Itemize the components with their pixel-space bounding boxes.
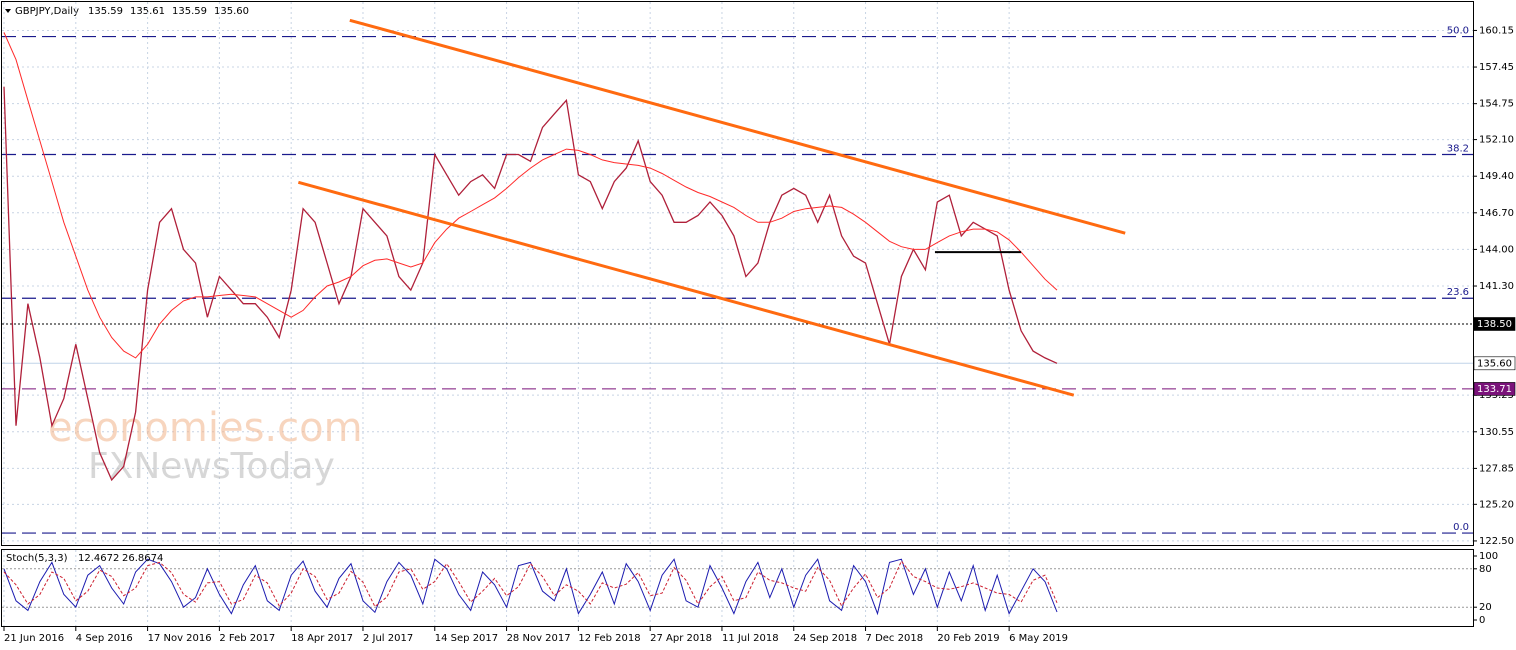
ohlc-value: 135.59: [172, 6, 207, 17]
x-tick-label: 11 Jul 2018: [722, 633, 779, 644]
y-tick-label: 127.85: [1479, 463, 1514, 474]
x-tick-label: 6 May 2019: [1009, 633, 1068, 644]
y-tick-label: 146.70: [1479, 208, 1514, 219]
y-tick-label: 152.10: [1479, 135, 1514, 146]
x-tick-label: 18 Apr 2017: [291, 633, 353, 644]
y-tick-label: 122.50: [1479, 536, 1514, 547]
ohlc-value: 135.59: [88, 6, 123, 17]
x-tick-label: 28 Nov 2017: [507, 633, 571, 644]
price-label: 135.60: [1477, 358, 1512, 369]
fib-label: 50.0: [1447, 26, 1469, 37]
x-tick-label: 2 Jul 2017: [363, 633, 413, 644]
x-tick-label: 12 Feb 2018: [578, 633, 640, 644]
ohlc-value: 135.61: [130, 6, 165, 17]
x-tick-label: 4 Sep 2016: [76, 633, 133, 644]
x-tick-label: 20 Feb 2019: [937, 633, 999, 644]
watermark: economies.com: [48, 405, 363, 451]
y-tick-label: 125.20: [1479, 499, 1514, 510]
price-label-box: [1473, 356, 1516, 371]
price-label: 138.50: [1477, 319, 1512, 330]
x-tick-label: 17 Nov 2016: [148, 633, 212, 644]
price-line: [3, 32, 1058, 359]
fib-label: 38.2: [1447, 144, 1469, 155]
price-line: [3, 86, 1058, 482]
menu-arrow: [5, 9, 11, 13]
indicator-value: 26.8674: [122, 553, 163, 564]
price-label: 133.71: [1477, 384, 1512, 395]
fib-label: 0.0: [1453, 522, 1469, 533]
indicator-panel-frame: [1, 549, 1474, 627]
y-tick-label: 20: [1479, 602, 1492, 613]
indicator-value: 12.4672: [78, 553, 119, 564]
y-tick-label: 100: [1479, 551, 1498, 562]
y-tick-label: 144.00: [1479, 244, 1514, 255]
y-tick-label: 149.40: [1479, 171, 1514, 182]
fib-label: 23.6: [1447, 287, 1469, 298]
y-tick-label: 160.15: [1479, 25, 1514, 36]
x-tick-label: 24 Sep 2018: [794, 633, 857, 644]
price-label-box: [1473, 317, 1516, 331]
main-panel-frame: [1, 1, 1474, 546]
ohlc-value: 135.60: [214, 6, 249, 17]
trendline: [349, 18, 1126, 235]
indicator-name: Stoch(5,3,3): [6, 553, 68, 564]
symbol: GBPJPY,Daily: [15, 6, 79, 17]
x-tick-label: 2 Feb 2017: [219, 633, 275, 644]
y-tick-label: 141.30: [1479, 281, 1514, 292]
watermark: FXNewsToday: [88, 446, 335, 487]
stoch-line: [3, 558, 1058, 616]
x-tick-label: 14 Sep 2017: [435, 633, 498, 644]
x-tick-label: 7 Dec 2018: [866, 633, 924, 644]
y-tick-label: 154.75: [1479, 99, 1514, 110]
trendline: [297, 180, 1075, 397]
y-tick-label: 130.55: [1479, 427, 1514, 438]
y-tick-label: 0: [1479, 615, 1485, 626]
x-tick-label: 27 Apr 2018: [650, 633, 712, 644]
x-tick-label: 21 Jun 2016: [4, 633, 64, 644]
price-label-box: [1473, 382, 1516, 396]
y-tick-label: 80: [1479, 564, 1492, 575]
y-tick-label: 157.45: [1479, 62, 1514, 73]
